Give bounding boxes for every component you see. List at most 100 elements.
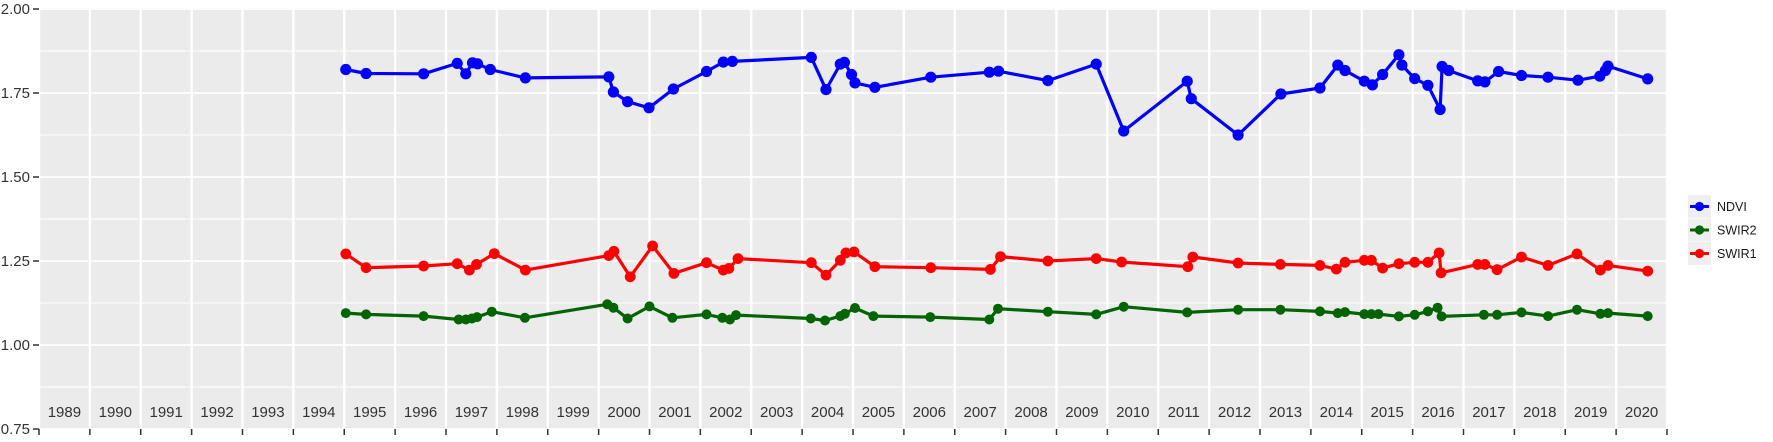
data-point [1515,69,1528,82]
data-point [1339,256,1351,268]
x-axis-label: 1993 [251,404,284,421]
data-point [360,67,372,80]
data-point [839,308,850,319]
data-point [731,310,741,321]
x-axis-label: 2016 [1421,404,1454,421]
data-point [1435,267,1447,279]
series-NDVI [340,49,1654,141]
data-point [1409,309,1420,320]
data-point [1366,79,1378,91]
data-point [1479,259,1491,270]
data-point [340,308,351,319]
data-point [1393,258,1405,270]
data-point [983,66,995,78]
data-point [732,253,744,264]
x-axis-labels: 1989 1990 1991 1992 1993 1994 1995 1996 1997 1998… [48,404,1659,421]
data-point [1314,82,1326,94]
series-SWIR2 [340,299,1653,326]
legend-entry-SWIR2: SWIR2 [1688,218,1757,242]
x-axis-label: 2017 [1472,404,1505,421]
data-point [820,84,832,96]
data-point [834,254,846,266]
x-axis-label: 1997 [455,404,488,421]
data-point [805,51,817,64]
axis-ticks [33,8,1668,435]
data-point [668,268,680,279]
data-point [1275,88,1287,100]
x-gridlines [37,8,1669,429]
data-point [608,302,619,313]
data-point [1642,73,1654,85]
data-point [1182,261,1194,273]
data-point [608,245,620,257]
data-point [868,311,879,322]
data-point [361,309,372,320]
data-point [993,303,1003,314]
data-point [1443,64,1455,77]
x-axis-label: 1998 [506,404,539,421]
data-point [925,262,937,274]
data-point [647,240,658,252]
data-point [667,312,678,323]
data-point [1042,255,1054,267]
legend-entry-NDVI: NDVI [1688,195,1747,218]
data-point [848,246,860,258]
data-point [643,102,655,114]
data-point [607,86,620,98]
data-point [1603,308,1613,319]
data-point [1181,75,1193,87]
data-point [1090,58,1102,70]
x-axis-label: 1994 [302,404,335,421]
data-point [1393,49,1405,61]
data-point [418,260,429,272]
data-point [1042,75,1054,87]
data-point [418,311,429,322]
series-SWIR1 [340,240,1654,283]
x-axis-label: 2019 [1574,404,1607,421]
data-point [869,261,881,273]
data-point [1602,260,1614,271]
data-point [840,247,852,259]
data-point [1642,311,1653,322]
x-axis-label: 1996 [404,404,437,421]
x-axis-label: 2013 [1269,404,1302,421]
data-point [1409,73,1421,85]
legend-entry-SWIR1: SWIR1 [1688,242,1757,265]
x-axis-label: 2005 [862,404,895,421]
x-axis-label: 1995 [353,404,386,421]
data-point [1479,76,1491,88]
x-axis-label: 1989 [48,404,81,421]
data-point [820,315,830,326]
data-point [1492,309,1503,320]
legend-label: SWIR1 [1717,247,1757,261]
data-point [1493,65,1505,78]
data-point [701,257,712,269]
data-point [1377,262,1388,274]
data-point [624,271,636,283]
data-point [1233,304,1244,315]
data-point [820,269,832,281]
data-point [472,312,482,323]
data-point [1542,260,1554,271]
data-point [488,248,500,259]
data-point [1422,256,1434,268]
x-axis-label: 2018 [1523,404,1556,421]
data-point [1543,311,1553,322]
data-point [1185,93,1197,105]
data-point [1436,311,1447,322]
y-axis-label: 0.75 [1,421,30,438]
data-point [1409,256,1421,268]
x-axis-label: 1990 [99,404,132,421]
data-point [1187,251,1199,263]
y-axis-label: 2.00 [1,1,30,18]
data-point [925,71,937,83]
data-point [603,71,615,83]
legend-key-point [1694,248,1705,259]
data-point [340,63,352,76]
data-point [1433,247,1445,259]
data-point [1366,254,1377,266]
data-point [460,68,472,80]
data-point [1491,264,1503,276]
